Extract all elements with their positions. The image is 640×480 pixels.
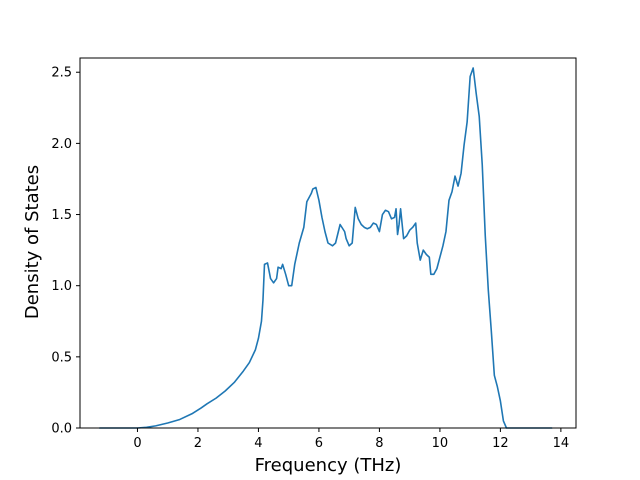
y-tick-label: 0.5 — [51, 350, 72, 365]
x-tick-label: 2 — [194, 436, 202, 451]
x-tick-label: 0 — [133, 436, 141, 451]
y-tick-label: 0.0 — [51, 422, 72, 437]
x-axis-title: Frequency (THz) — [255, 455, 402, 476]
x-tick-label: 4 — [254, 436, 262, 451]
axes-layer: 0 2 4 6 8 10 12 14 0.0 0.5 1.0 1.5 2.0 2.5 — [51, 57, 577, 451]
y-tick-label: 1.0 — [51, 279, 72, 294]
y-axis-title: Density of States — [22, 165, 43, 319]
x-tick-label: 14 — [553, 436, 570, 451]
x-tick-label: 12 — [492, 436, 509, 451]
plot-frame — [79, 57, 577, 429]
x-tick-label: 10 — [432, 436, 449, 451]
x-tick-label: 8 — [375, 436, 383, 451]
y-tick-label: 1.5 — [51, 208, 72, 223]
y-tick-label: 2.5 — [51, 66, 72, 81]
plot-layer — [98, 67, 553, 429]
y-tick-label: 2.0 — [51, 137, 72, 152]
x-tick-label: 6 — [315, 436, 323, 451]
dos-series-line-0 — [98, 67, 553, 429]
